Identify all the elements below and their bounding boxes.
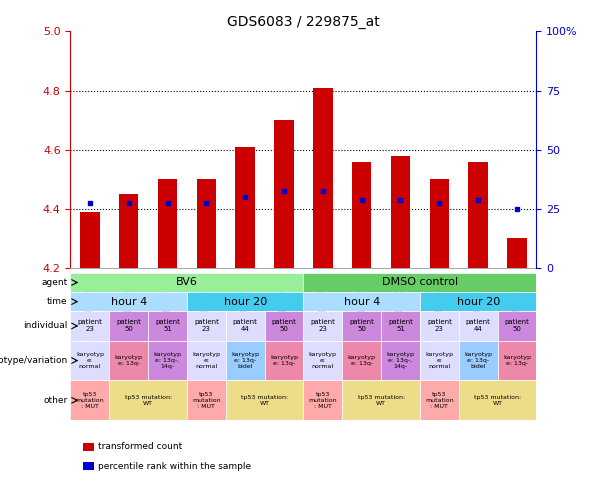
Text: genotype/variation: genotype/variation (0, 356, 67, 365)
Bar (70, 311, 109, 341)
Text: tp53 mutation:
WT: tp53 mutation: WT (241, 395, 288, 406)
Bar (226, 381, 303, 420)
Bar (109, 381, 187, 420)
Text: karyotyp
e:
normal: karyotyp e: normal (76, 352, 104, 369)
Bar (420, 311, 459, 341)
Bar (226, 341, 265, 381)
Text: patient
23: patient 23 (310, 319, 335, 332)
Bar (187, 311, 226, 341)
Bar (148, 311, 187, 341)
Text: karyotyp
e: 13q-
bidel: karyotyp e: 13q- bidel (231, 352, 259, 369)
Bar (265, 341, 303, 381)
Text: karyotyp
e: 13q-,
14q-: karyotyp e: 13q-, 14q- (153, 352, 181, 369)
Bar (313, 87, 333, 268)
Bar (303, 292, 420, 311)
Bar (197, 179, 216, 268)
Bar (80, 212, 99, 268)
Text: tp53
mutation
: MUT: tp53 mutation : MUT (308, 392, 337, 409)
Bar (468, 162, 488, 268)
Text: karyotyp
e: 13q-: karyotyp e: 13q- (503, 355, 531, 366)
Bar (381, 311, 420, 341)
Text: individual: individual (23, 321, 67, 330)
Bar (148, 341, 187, 381)
Text: BV6: BV6 (176, 277, 198, 287)
Bar (109, 341, 148, 381)
Text: hour 20: hour 20 (457, 297, 500, 307)
Text: karyotyp
e: 13q-: karyotyp e: 13q- (348, 355, 376, 366)
Bar (158, 179, 177, 268)
Bar (119, 194, 139, 268)
Bar (391, 156, 410, 268)
Bar (70, 292, 187, 311)
Text: other: other (43, 396, 67, 405)
Bar (275, 120, 294, 268)
Text: patient
23: patient 23 (427, 319, 452, 332)
Bar (459, 381, 536, 420)
Bar (352, 162, 371, 268)
Bar (265, 311, 303, 341)
Bar (459, 311, 498, 341)
Bar (420, 292, 536, 311)
Bar (342, 341, 381, 381)
Text: patient
44: patient 44 (466, 319, 490, 332)
Text: patient
50: patient 50 (116, 319, 141, 332)
Text: karyotyp
e:
normal: karyotyp e: normal (309, 352, 337, 369)
Bar (342, 381, 420, 420)
Bar (109, 311, 148, 341)
Text: tp53 mutation:
WT: tp53 mutation: WT (357, 395, 405, 406)
Bar (507, 239, 527, 268)
Bar (498, 311, 536, 341)
Bar (303, 273, 536, 292)
Text: karyotyp
e:
normal: karyotyp e: normal (192, 352, 221, 369)
Text: karyotyp
e: 13q-: karyotyp e: 13q- (115, 355, 143, 366)
Text: hour 20: hour 20 (224, 297, 267, 307)
Text: tp53
mutation
: MUT: tp53 mutation : MUT (425, 392, 454, 409)
Text: karyotyp
e: 13q-
bidel: karyotyp e: 13q- bidel (464, 352, 492, 369)
Bar (303, 381, 342, 420)
Text: agent: agent (41, 278, 67, 287)
Bar (226, 311, 265, 341)
Text: tp53 mutation:
WT: tp53 mutation: WT (474, 395, 521, 406)
Text: karyotyp
e: 13q-,
14q-: karyotyp e: 13q-, 14q- (386, 352, 414, 369)
Bar (235, 147, 255, 268)
Text: DMSO control: DMSO control (382, 277, 458, 287)
Text: tp53
mutation
: MUT: tp53 mutation : MUT (192, 392, 221, 409)
Text: patient
50: patient 50 (349, 319, 374, 332)
Bar (459, 341, 498, 381)
Text: patient
44: patient 44 (233, 319, 257, 332)
Bar (70, 273, 303, 292)
Text: hour 4: hour 4 (343, 297, 380, 307)
Bar (420, 341, 459, 381)
Text: patient
23: patient 23 (77, 319, 102, 332)
Text: patient
23: patient 23 (194, 319, 219, 332)
Title: GDS6083 / 229875_at: GDS6083 / 229875_at (227, 15, 380, 29)
Text: patient
51: patient 51 (155, 319, 180, 332)
Text: patient
50: patient 50 (272, 319, 297, 332)
Text: tp53 mutation:
WT: tp53 mutation: WT (124, 395, 172, 406)
Text: time: time (47, 297, 67, 306)
Text: patient
50: patient 50 (504, 319, 530, 332)
Bar (430, 179, 449, 268)
Text: transformed count: transformed count (98, 442, 182, 451)
Text: hour 4: hour 4 (110, 297, 147, 307)
Text: karyotyp
e: 13q-: karyotyp e: 13q- (270, 355, 298, 366)
Bar (187, 292, 303, 311)
Text: karyotyp
e:
normal: karyotyp e: normal (425, 352, 454, 369)
Text: percentile rank within the sample: percentile rank within the sample (98, 462, 251, 470)
Bar (187, 381, 226, 420)
Bar (342, 311, 381, 341)
Bar (498, 341, 536, 381)
Bar (420, 381, 459, 420)
Bar (303, 341, 342, 381)
Bar (381, 341, 420, 381)
Bar (70, 381, 109, 420)
Bar (187, 341, 226, 381)
Text: patient
51: patient 51 (388, 319, 413, 332)
Bar (70, 341, 109, 381)
Text: tp53
mutation
: MUT: tp53 mutation : MUT (75, 392, 104, 409)
Bar (303, 311, 342, 341)
